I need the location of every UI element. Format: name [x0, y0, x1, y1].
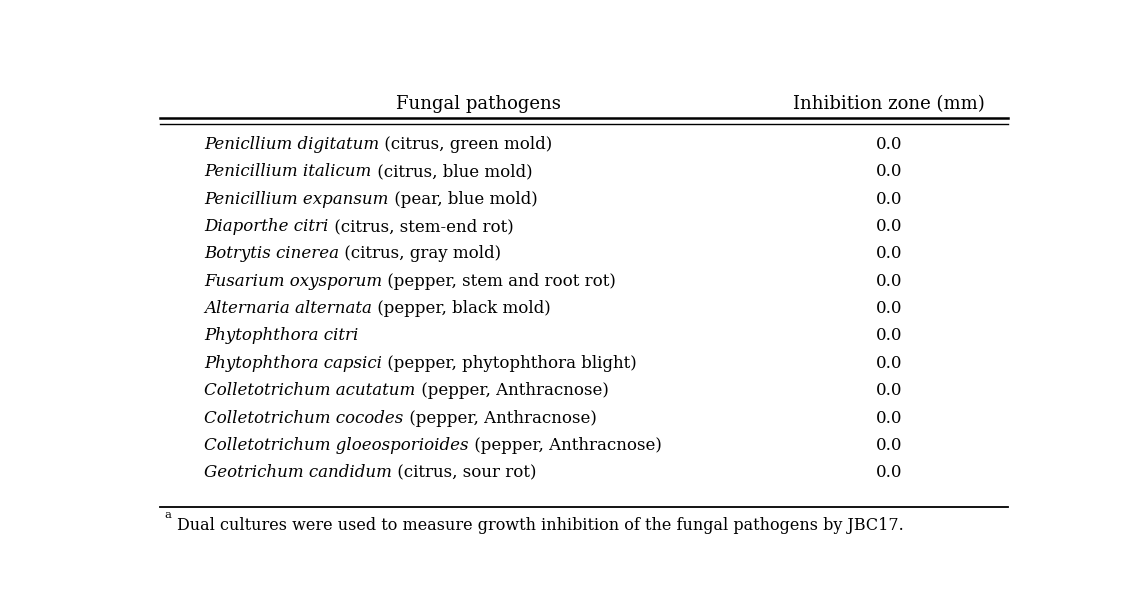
Text: 0.0: 0.0	[876, 245, 902, 262]
Text: Phytophthora capsici: Phytophthora capsici	[204, 355, 382, 372]
Text: 0.0: 0.0	[876, 355, 902, 372]
Text: a: a	[164, 511, 171, 520]
Text: Fusarium oxysporum: Fusarium oxysporum	[204, 273, 383, 290]
Text: 0.0: 0.0	[876, 465, 902, 481]
Text: (pepper, phytophthora blight): (pepper, phytophthora blight)	[382, 355, 637, 372]
Text: (citrus, stem-end rot): (citrus, stem-end rot)	[328, 218, 513, 235]
Text: 0.0: 0.0	[876, 409, 902, 427]
Text: (citrus, green mold): (citrus, green mold)	[380, 136, 553, 153]
Text: (citrus, sour rot): (citrus, sour rot)	[392, 465, 537, 481]
Text: (citrus, blue mold): (citrus, blue mold)	[372, 163, 532, 180]
Text: Geotrichum candidum: Geotrichum candidum	[204, 465, 392, 481]
Text: (pepper, black mold): (pepper, black mold)	[373, 300, 551, 317]
Text: Alternaria alternata: Alternaria alternata	[204, 300, 373, 317]
Text: Inhibition zone (mm): Inhibition zone (mm)	[793, 95, 985, 113]
Text: (pepper, Anthracnose): (pepper, Anthracnose)	[469, 437, 661, 454]
Text: Penicllium digitatum: Penicllium digitatum	[204, 136, 380, 153]
Text: 0.0: 0.0	[876, 191, 902, 208]
Text: Fungal pathogens: Fungal pathogens	[396, 95, 561, 113]
Text: 0.0: 0.0	[876, 273, 902, 290]
Text: (pepper, stem and root rot): (pepper, stem and root rot)	[383, 273, 617, 290]
Text: (pepper, Anthracnose): (pepper, Anthracnose)	[404, 409, 596, 427]
Text: (pepper, Anthracnose): (pepper, Anthracnose)	[416, 383, 609, 399]
Text: 0.0: 0.0	[876, 383, 902, 399]
Text: Penicillium italicum: Penicillium italicum	[204, 163, 372, 180]
Text: 0.0: 0.0	[876, 136, 902, 153]
Text: 0.0: 0.0	[876, 163, 902, 180]
Text: (pear, blue mold): (pear, blue mold)	[389, 191, 537, 208]
Text: Colletotrichum acutatum: Colletotrichum acutatum	[204, 383, 416, 399]
Text: Colletotrichum cocodes: Colletotrichum cocodes	[204, 409, 404, 427]
Text: Dual cultures were used to measure growth inhibition of the fungal pathogens by : Dual cultures were used to measure growt…	[177, 517, 904, 535]
Text: 0.0: 0.0	[876, 300, 902, 317]
Text: Colletotrichum gloeosporioides: Colletotrichum gloeosporioides	[204, 437, 469, 454]
Text: 0.0: 0.0	[876, 437, 902, 454]
Text: Botrytis cinerea: Botrytis cinerea	[204, 245, 340, 262]
Text: 0.0: 0.0	[876, 327, 902, 345]
Text: (citrus, gray mold): (citrus, gray mold)	[340, 245, 502, 262]
Text: Penicillium expansum: Penicillium expansum	[204, 191, 389, 208]
Text: Diaporthe citri: Diaporthe citri	[204, 218, 328, 235]
Text: 0.0: 0.0	[876, 218, 902, 235]
Text: Phytophthora citri: Phytophthora citri	[204, 327, 359, 345]
